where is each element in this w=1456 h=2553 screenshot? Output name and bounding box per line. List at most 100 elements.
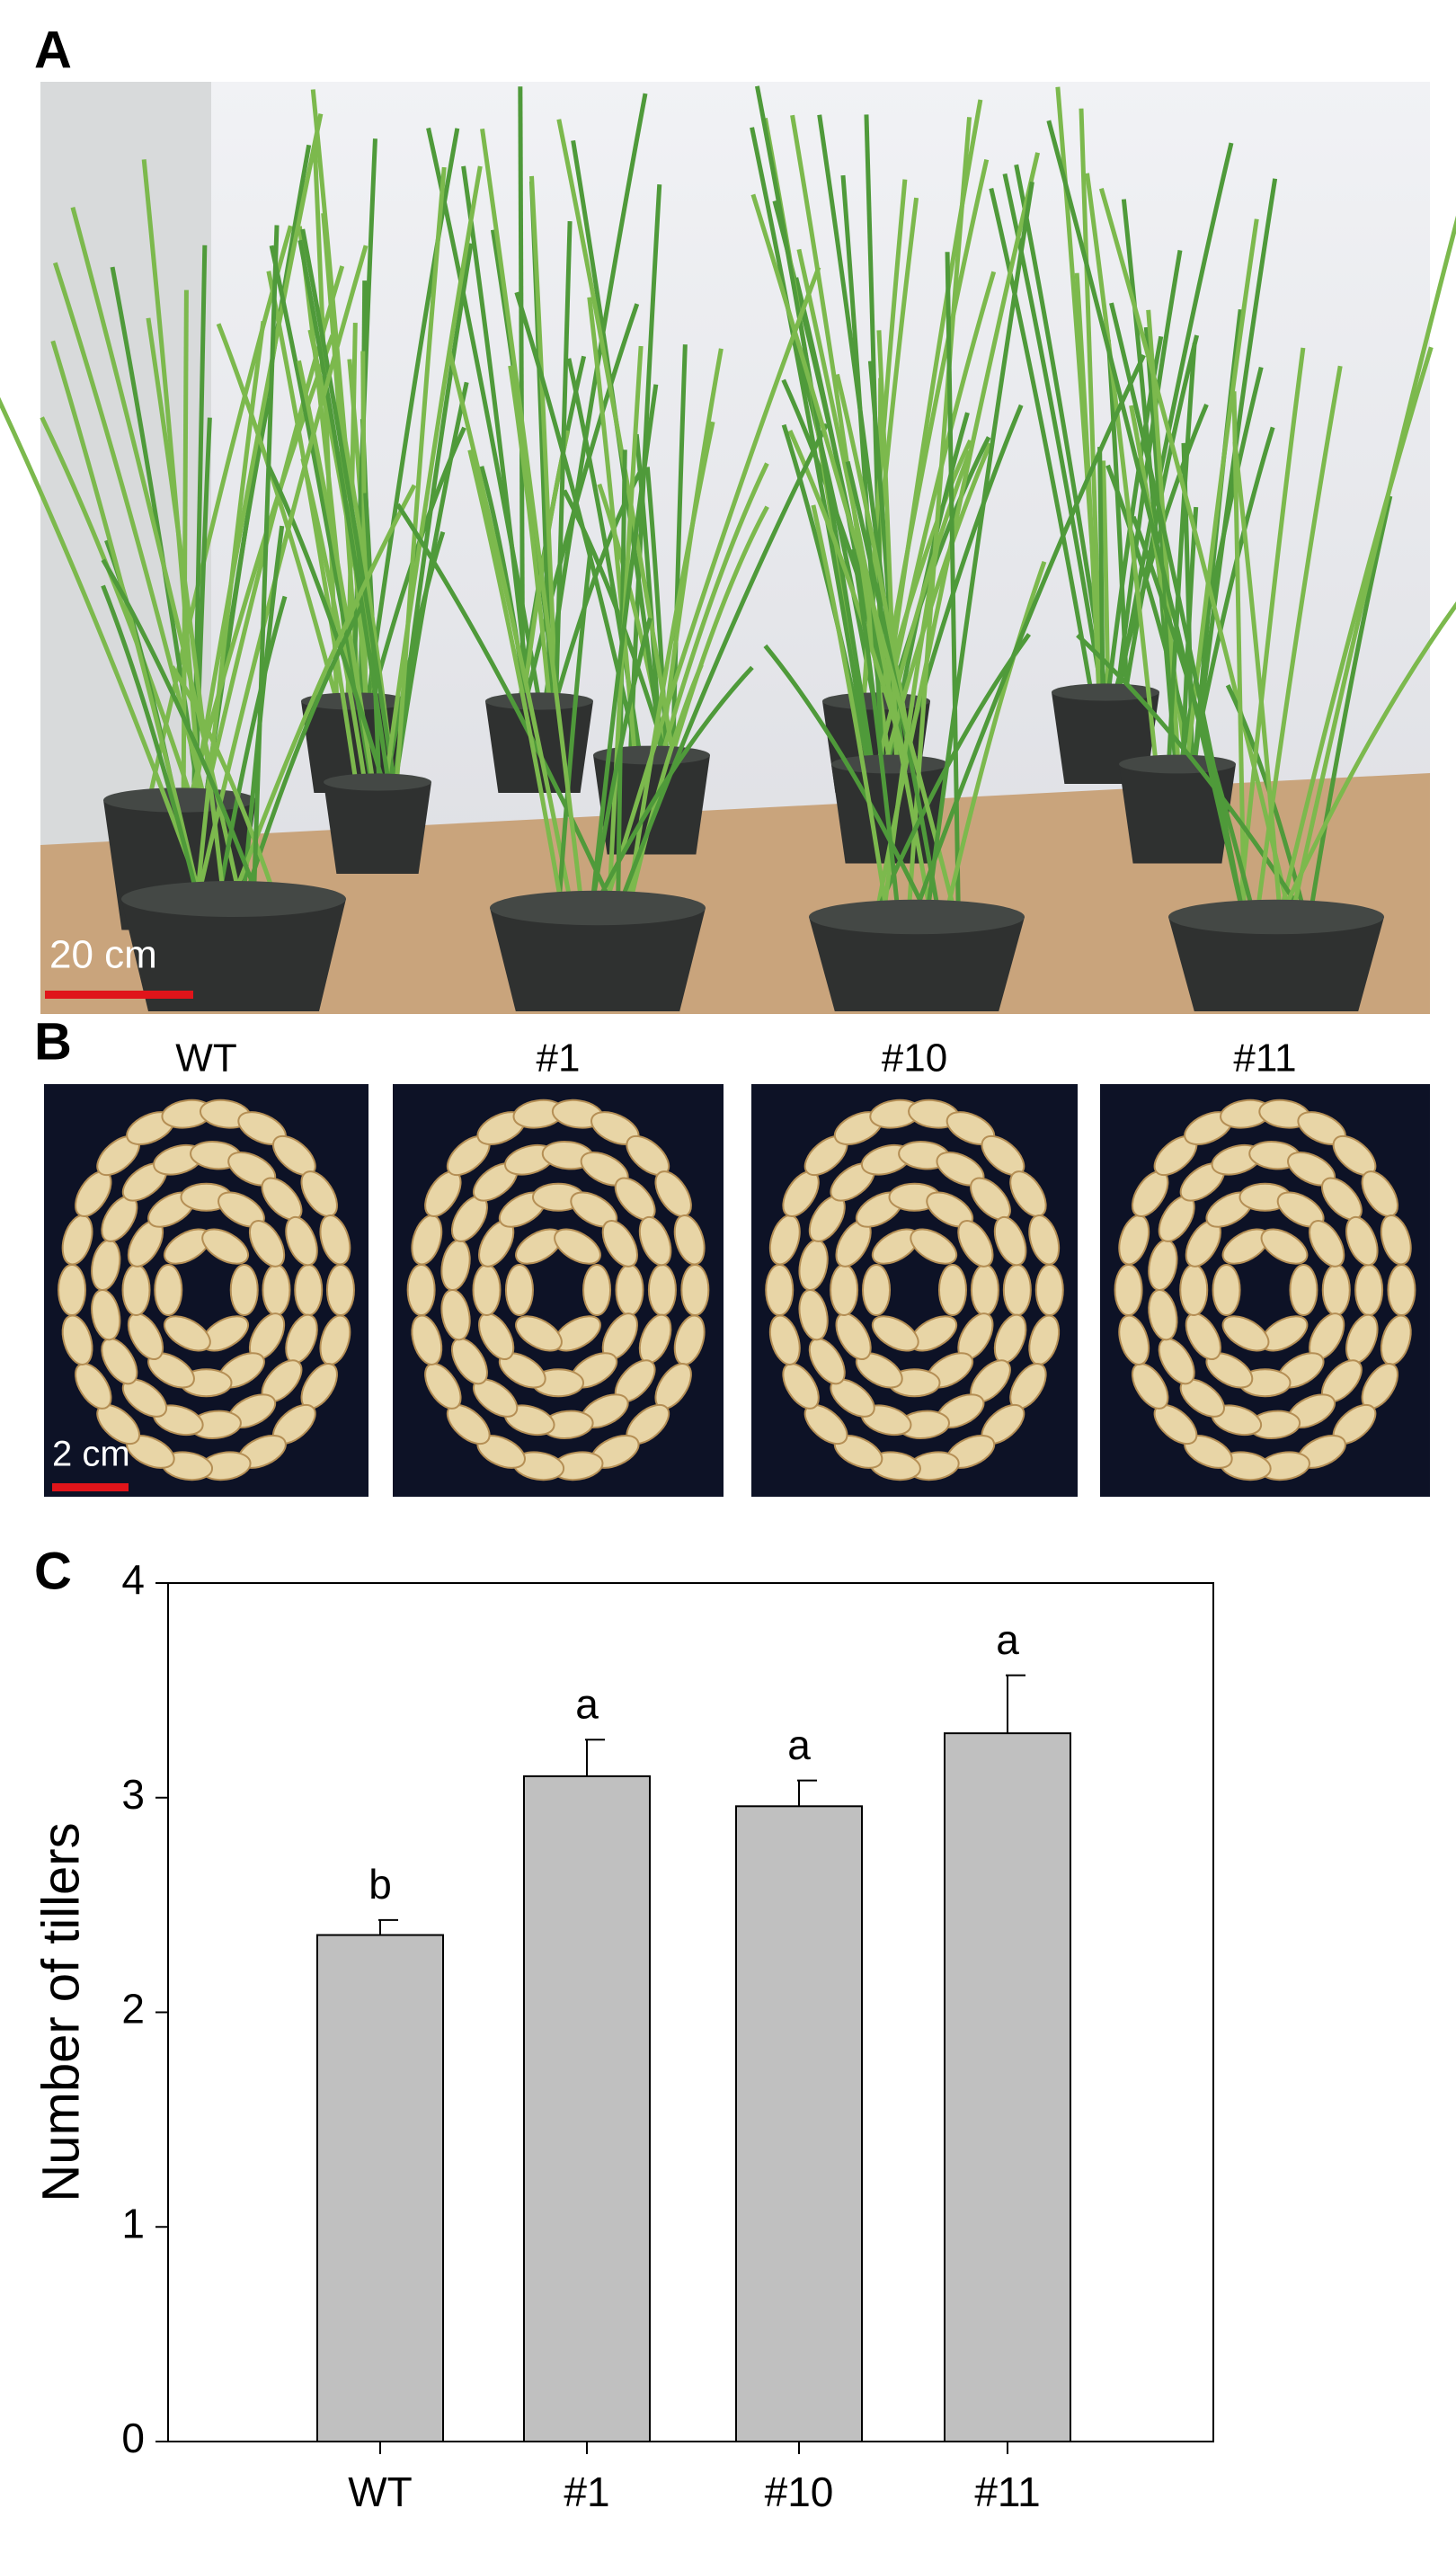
leaf [310,89,369,702]
grain [765,1264,795,1316]
leaf [660,462,769,756]
bar-chart: 0 1 2 3 4 Number of tillers WT b #1 a #10 a #11 a [31,1556,1214,2515]
y-tick-label: 3 [121,1771,145,1818]
grain [406,1264,436,1316]
grain [504,1264,534,1316]
pot-rim [324,773,431,791]
leaf [447,350,574,909]
grain [615,1264,644,1316]
grain [1034,1264,1064,1316]
leaf [1101,460,1111,693]
x-tick-label: WT [348,2468,413,2515]
pot [490,908,706,1011]
grain [1345,1215,1379,1267]
grain [1309,1220,1345,1268]
leaf [1079,108,1104,693]
leaf [943,560,1047,918]
pot-rim [809,899,1025,935]
bar [944,1732,1071,2442]
leaf [878,159,990,702]
grain [993,1215,1027,1267]
leaf [763,644,930,919]
photo-caption: #11 [1233,1036,1296,1081]
grain [582,1264,612,1316]
leaf [924,181,1034,918]
significance-letter: a [575,1680,599,1727]
leaf [1097,446,1105,693]
leaf [40,416,194,801]
pot-rim [1168,899,1384,935]
pot-rim [1119,754,1236,774]
leaf [556,548,593,909]
leaf [101,558,261,900]
grain [768,1314,801,1365]
leaf [110,266,202,801]
photo-caption: WT [175,1036,236,1081]
leaf [170,665,279,900]
grain [1354,1264,1384,1316]
grain [262,1264,291,1316]
significance-letter: a [996,1616,1019,1663]
grain [970,1264,999,1316]
leaf [195,245,368,900]
leaf [426,127,542,702]
grain-photos: WT #1 #10 #11 [44,1036,1430,1497]
grain [1387,1264,1416,1316]
leaf [266,271,359,783]
grain [1028,1214,1061,1266]
leaf [1098,188,1292,918]
leaf [589,384,659,909]
leaf [146,317,226,900]
pot-rim [1052,683,1159,701]
leaf [1277,346,1434,918]
grain [871,1315,919,1352]
leaf [945,252,961,918]
grain [201,1228,250,1265]
leaf [360,351,368,702]
significance-letter: b [368,1861,392,1908]
leaf [467,449,564,909]
pot [1119,764,1236,864]
leaf [989,187,1094,693]
leaf [1046,120,1247,918]
grain [1221,1315,1270,1352]
bar [523,1775,651,2442]
leaf [626,663,704,909]
grain [647,1264,677,1316]
grain [1002,1264,1032,1316]
error-bar [1006,1674,1025,1734]
leaf [1166,342,1197,765]
leaf [216,323,340,702]
leaf [461,165,532,702]
leaf [1254,365,1343,918]
grain [319,1214,351,1266]
plant-photo [0,82,1456,1014]
leaf [191,113,324,801]
pot [809,917,1025,1011]
leaf [617,423,830,909]
leaf [1232,441,1283,918]
grain [957,1220,994,1268]
leaf [754,85,874,765]
error-bar [585,1739,605,1776]
leaf [101,584,200,900]
panel-label: A [34,21,72,79]
x-tick-label: #10 [765,2468,834,2515]
pot [121,899,346,1011]
leaf [251,225,280,900]
leaf [194,321,266,900]
leaf [750,193,958,918]
leaf [146,225,293,801]
leaf [508,365,552,702]
leaf [883,442,992,765]
x-tick-label: #11 [974,2468,1040,2515]
leaf [562,489,669,756]
grain [910,1228,958,1265]
x-tick-label: #1 [564,2468,609,2515]
y-axis-title: Number of tillers [31,1822,90,2202]
leaf [394,166,447,783]
pot-rim [121,881,346,917]
leaf [0,396,205,900]
leaf [1116,142,1234,693]
significance-letter: a [787,1721,811,1768]
